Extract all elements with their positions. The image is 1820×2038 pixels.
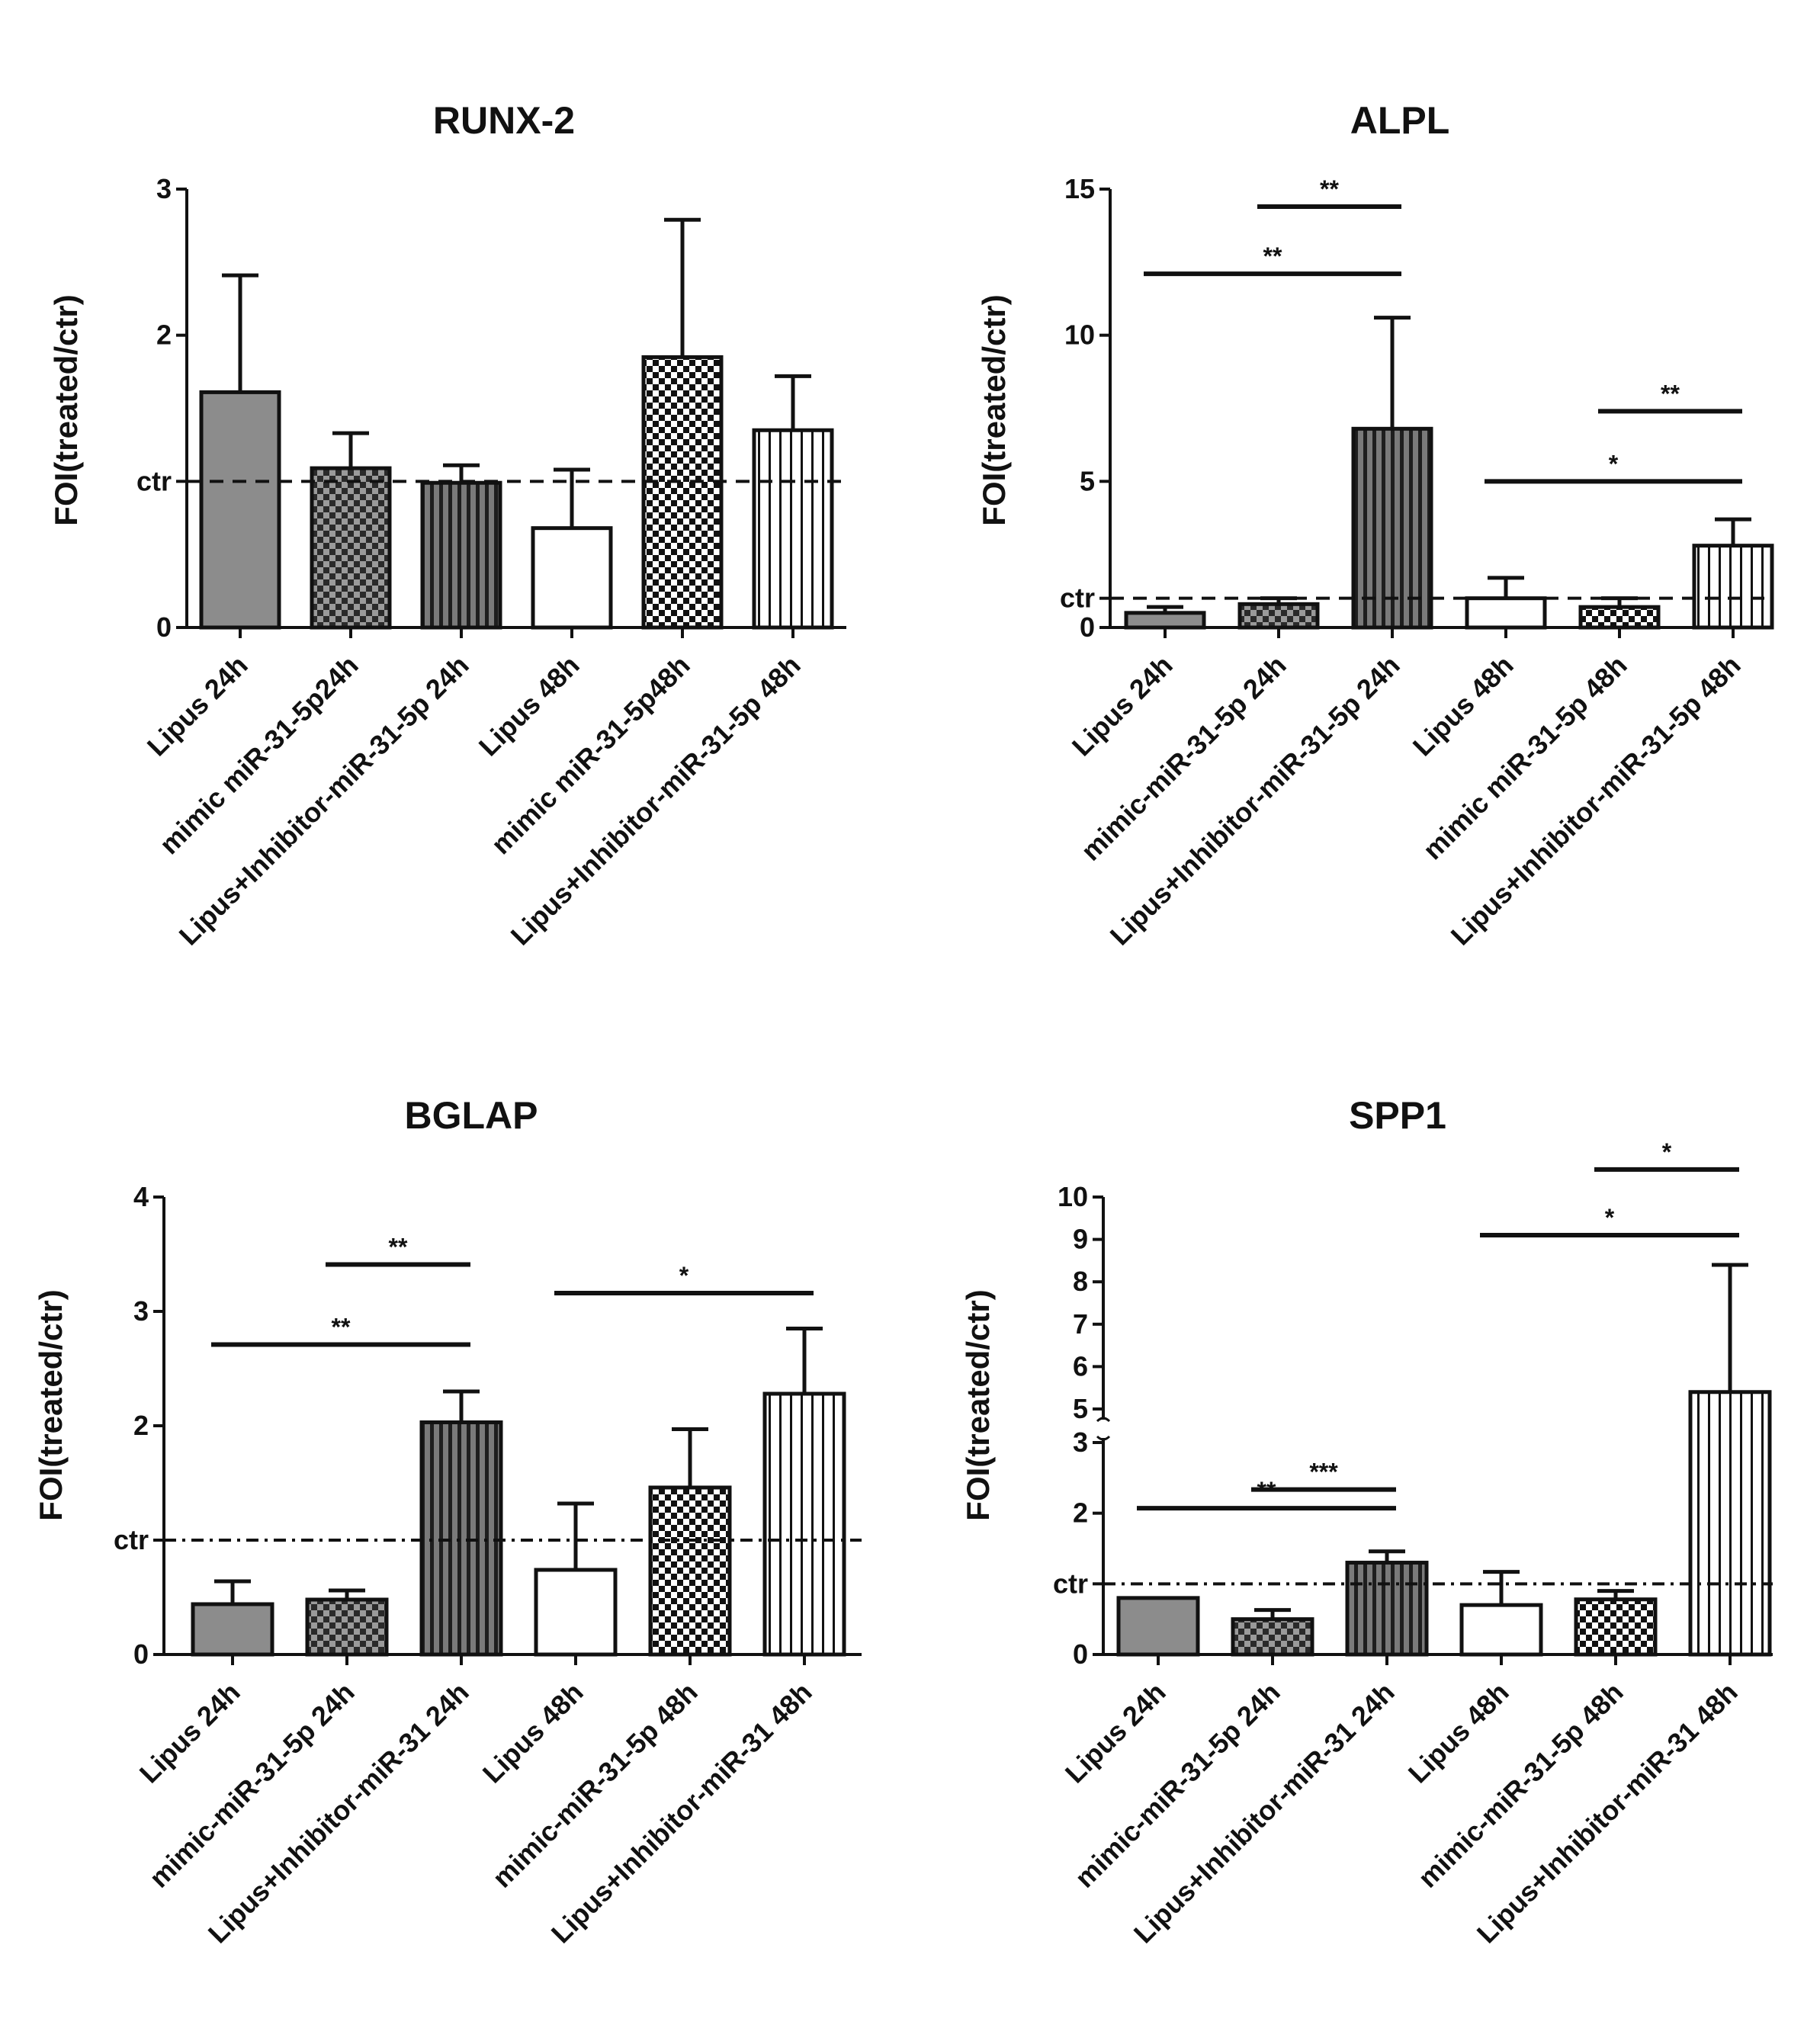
chart-title: ALPL <box>1350 99 1450 142</box>
category-label: Lipus 24h <box>133 1677 246 1789</box>
axis-break-mark <box>1096 1417 1111 1423</box>
y-axis-label: FOI(treated/ctr) <box>33 1289 69 1520</box>
bar-mimic-mir-31-5p-24h <box>1231 1617 1314 1657</box>
significance-label: * <box>1609 450 1619 477</box>
significance-label: * <box>1605 1204 1615 1231</box>
y-axis-label: FOI(treated/ctr) <box>48 294 84 525</box>
y-tick-label: 15 <box>1064 173 1095 204</box>
bar-mimic-mir-31-5p-48h <box>1578 605 1661 630</box>
bar-lipus-24h <box>191 1602 274 1657</box>
y-tick-label: 9 <box>1073 1224 1088 1255</box>
y-tick-label: 3 <box>133 1295 149 1327</box>
y-tick-label: ctr <box>136 465 172 496</box>
y-tick-label: 0 <box>133 1638 149 1670</box>
category-label: Lipus 24h <box>1059 1677 1172 1789</box>
bar-lipus-24h <box>1124 611 1206 630</box>
bar-lipus-inhibitor-mir-31-48h <box>1688 1390 1772 1657</box>
y-tick-label: 0 <box>1080 611 1095 643</box>
y-tick-label: 10 <box>1058 1181 1088 1212</box>
y-tick-label: 4 <box>133 1181 149 1212</box>
y-tick-label: 2 <box>1073 1497 1088 1529</box>
category-label: Lipus 24h <box>141 650 254 762</box>
bar-mimic-mir-31-5p24h <box>310 466 392 630</box>
y-tick-label: 0 <box>156 611 172 643</box>
chart-title: RUNX-2 <box>433 99 575 142</box>
category-label: Lipus 48h <box>473 650 586 762</box>
category-label: Lipus 48h <box>1407 650 1520 762</box>
y-tick-label: 2 <box>133 1410 149 1441</box>
category-label: mimic-miR-31-5p 48h <box>1412 1677 1629 1894</box>
y-tick-label: 0 <box>1073 1638 1088 1670</box>
y-tick-label: 5 <box>1080 465 1095 496</box>
y-tick-label: 3 <box>1073 1427 1088 1458</box>
bar-lipus-inhibitor-mir-31-5p-48h <box>752 428 834 630</box>
category-label: Lipus 24h <box>1066 650 1179 762</box>
bar-mimic-mir-31-5p-24h <box>305 1597 389 1657</box>
y-tick-label: 5 <box>1073 1393 1088 1424</box>
category-label: mimic-miR-31-5p 48h <box>486 1677 704 1894</box>
significance-label: ** <box>389 1234 408 1261</box>
bar-lipus-48h <box>531 526 613 630</box>
significance-label: *** <box>1309 1459 1338 1486</box>
bar-lipus-24h <box>199 390 281 630</box>
y-tick-label: ctr <box>1060 583 1095 614</box>
y-tick-label: 3 <box>156 173 172 204</box>
category-label: mimic-miR-31-5p 24h <box>1075 650 1292 867</box>
bar-mimic-mir-31-5p-48h <box>1574 1597 1658 1657</box>
chart-title: SPP1 <box>1349 1094 1446 1137</box>
y-axis-label: FOI(treated/ctr) <box>976 294 1012 525</box>
bar-mimic-mir-31-5p48h <box>641 355 724 630</box>
y-tick-label: 2 <box>156 319 172 351</box>
bar-lipus-inhibitor-mir-31-48h <box>762 1391 846 1657</box>
bar-lipus-48h <box>534 1568 618 1657</box>
chart-spp1: SPP1 FOI(treated/ctr) 0 ctr 2 35 6 7 8 9 10 Lipus… <box>960 1094 1773 1949</box>
bar-mimic-mir-31-5p-24h <box>1237 602 1320 630</box>
significance-label: ** <box>1661 380 1680 407</box>
category-label: Lipus 48h <box>1402 1677 1515 1789</box>
y-tick-label: 8 <box>1073 1266 1088 1297</box>
bar-mimic-mir-31-5p-48h <box>648 1485 732 1657</box>
bar-lipus-24h <box>1116 1596 1200 1657</box>
category-label: mimic-miR-31-5p 24h <box>143 1677 361 1894</box>
significance-label: * <box>1662 1138 1672 1166</box>
category-label: Lipus 48h <box>477 1677 589 1789</box>
bar-lipus-inhibitor-mir-31-5p-48h <box>1692 544 1774 630</box>
chart-title: BGLAP <box>405 1094 538 1137</box>
y-tick-label: ctr <box>1053 1568 1088 1599</box>
y-tick-label: ctr <box>114 1524 149 1555</box>
bar-lipus-inhibitor-mir-31-24h <box>1345 1561 1429 1657</box>
y-tick-label: 6 <box>1073 1350 1088 1382</box>
bar-lipus-48h <box>1465 596 1547 630</box>
axis-break-mark <box>1096 1435 1111 1441</box>
significance-label: ** <box>1320 175 1339 203</box>
y-axis-label: FOI(treated/ctr) <box>960 1289 996 1520</box>
category-label: mimic miR-31-5p24h <box>153 650 364 861</box>
significance-label: ** <box>332 1314 351 1341</box>
y-tick-label: 10 <box>1064 319 1095 351</box>
y-tick-label: 7 <box>1073 1308 1088 1340</box>
significance-label: * <box>679 1262 689 1289</box>
bar-lipus-inhibitor-mir-31-24h <box>419 1420 503 1657</box>
category-label: mimic-miR-31-5p 24h <box>1069 1677 1286 1894</box>
bar-lipus-inhibitor-mir-31-5p-24h <box>420 480 502 630</box>
bar-lipus-inhibitor-mir-31-5p-24h <box>1351 426 1433 630</box>
significance-label: ** <box>1263 242 1282 270</box>
category-label: mimic miR-31-5p 48h <box>1417 650 1633 866</box>
bar-lipus-48h <box>1459 1603 1543 1657</box>
category-label: mimic miR-31-5p48h <box>485 650 696 861</box>
